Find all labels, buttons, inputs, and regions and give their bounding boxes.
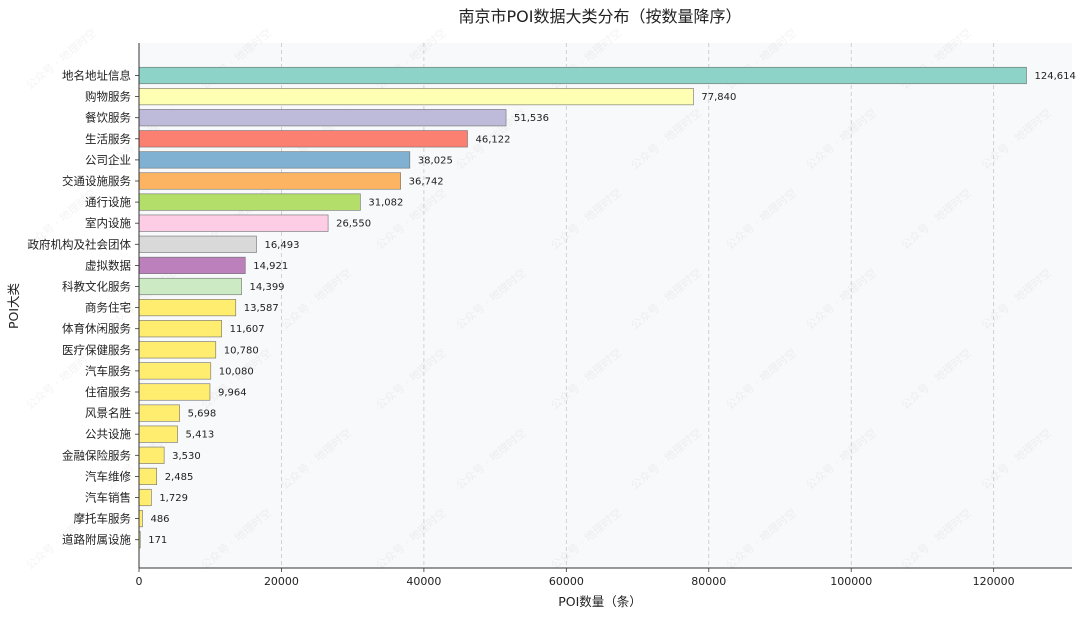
x-tick-label: 0	[136, 575, 143, 588]
x-tick-label: 120000	[973, 575, 1015, 588]
category-label: 地名地址信息	[62, 69, 131, 83]
category-label: 交通设施服务	[62, 174, 131, 188]
x-tick-label: 40000	[406, 575, 441, 588]
bar	[138, 214, 329, 232]
category-label: 科教文化服务	[62, 280, 131, 294]
bar	[138, 235, 257, 253]
bar	[138, 404, 180, 422]
value-label: 2,485	[165, 472, 194, 483]
bar	[138, 277, 242, 296]
category-label: 摩托车服务	[74, 512, 132, 526]
category-label: 汽车维修	[85, 469, 131, 483]
bar	[138, 172, 401, 190]
bar	[138, 130, 468, 148]
bar	[138, 510, 143, 528]
value-label: 486	[150, 514, 169, 525]
bar	[138, 88, 694, 106]
x-tick-label: 100000	[830, 575, 872, 588]
value-label: 26,550	[336, 219, 371, 230]
category-label: 商务住宅	[85, 301, 131, 315]
x-tick-label: 60000	[549, 575, 584, 588]
bar	[138, 467, 157, 485]
bar	[138, 488, 152, 507]
value-label: 171	[148, 535, 167, 546]
value-label: 77,840	[701, 92, 736, 103]
category-label: 虚拟数据	[85, 258, 131, 272]
category-label: 政府机构及社会团体	[28, 237, 132, 251]
category-label: 公司企业	[85, 153, 131, 167]
category-label: 购物服务	[85, 90, 131, 104]
bar	[138, 109, 507, 127]
value-label: 5,698	[188, 409, 217, 420]
category-label: 餐饮服务	[85, 111, 131, 125]
category-label: 公共设施	[85, 427, 131, 441]
value-label: 9,964	[218, 388, 247, 399]
x-tick-label: 20000	[264, 575, 299, 588]
value-label: 1,729	[159, 493, 188, 504]
x-axis-label: POI数量（条）	[558, 594, 642, 609]
value-label: 46,122	[475, 134, 510, 145]
axis-layer: 0 20000 40000 60000 80000 100000 120000	[136, 43, 1072, 588]
y-axis-label: POI大类	[6, 282, 21, 329]
value-label: 51,536	[514, 113, 549, 124]
x-tick-label: 80000	[691, 575, 726, 588]
bar	[138, 341, 217, 359]
category-label: 汽车销售	[85, 491, 131, 505]
category-label: 体育休闲服务	[62, 322, 131, 336]
bar	[138, 383, 211, 401]
category-label: 汽车服务	[85, 364, 131, 378]
value-label: 38,025	[418, 155, 453, 166]
category-label: 生活服务	[85, 132, 131, 146]
category-label: 风景名胜	[85, 406, 131, 420]
bar	[138, 256, 246, 274]
bar	[138, 425, 178, 443]
bar	[138, 320, 222, 338]
category-label: 通行设施	[85, 195, 131, 209]
bar	[138, 151, 411, 169]
value-label: 13,587	[244, 303, 279, 314]
bar	[138, 362, 212, 380]
value-label: 31,082	[368, 198, 403, 209]
bar	[138, 66, 1027, 85]
category-label: 住宿服务	[85, 385, 131, 399]
bar	[138, 193, 361, 211]
value-label: 3,530	[172, 451, 201, 462]
value-label: 10,080	[219, 366, 254, 377]
value-label: 10,780	[224, 345, 259, 356]
value-label: 14,921	[253, 261, 288, 272]
category-label: 室内设施	[85, 216, 131, 230]
value-label: 14,399	[250, 282, 285, 293]
bar-layer: 地名地址信息 124,614 购物服务 77,840 餐饮服务 51,536 生活服务 46,…	[28, 66, 1076, 549]
category-label: 金融保险服务	[62, 448, 131, 462]
bar	[138, 299, 237, 317]
category-label: 医疗保健服务	[62, 343, 131, 357]
value-label: 5,413	[186, 430, 215, 441]
value-label: 124,614	[1035, 71, 1076, 82]
chart-title: 南京市POI数据大类分布（按数量降序）	[459, 7, 742, 26]
category-label: 道路附属设施	[62, 533, 131, 547]
bar	[138, 446, 165, 464]
value-label: 36,742	[409, 177, 444, 188]
value-label: 11,607	[230, 324, 265, 335]
value-label: 16,493	[264, 240, 299, 251]
